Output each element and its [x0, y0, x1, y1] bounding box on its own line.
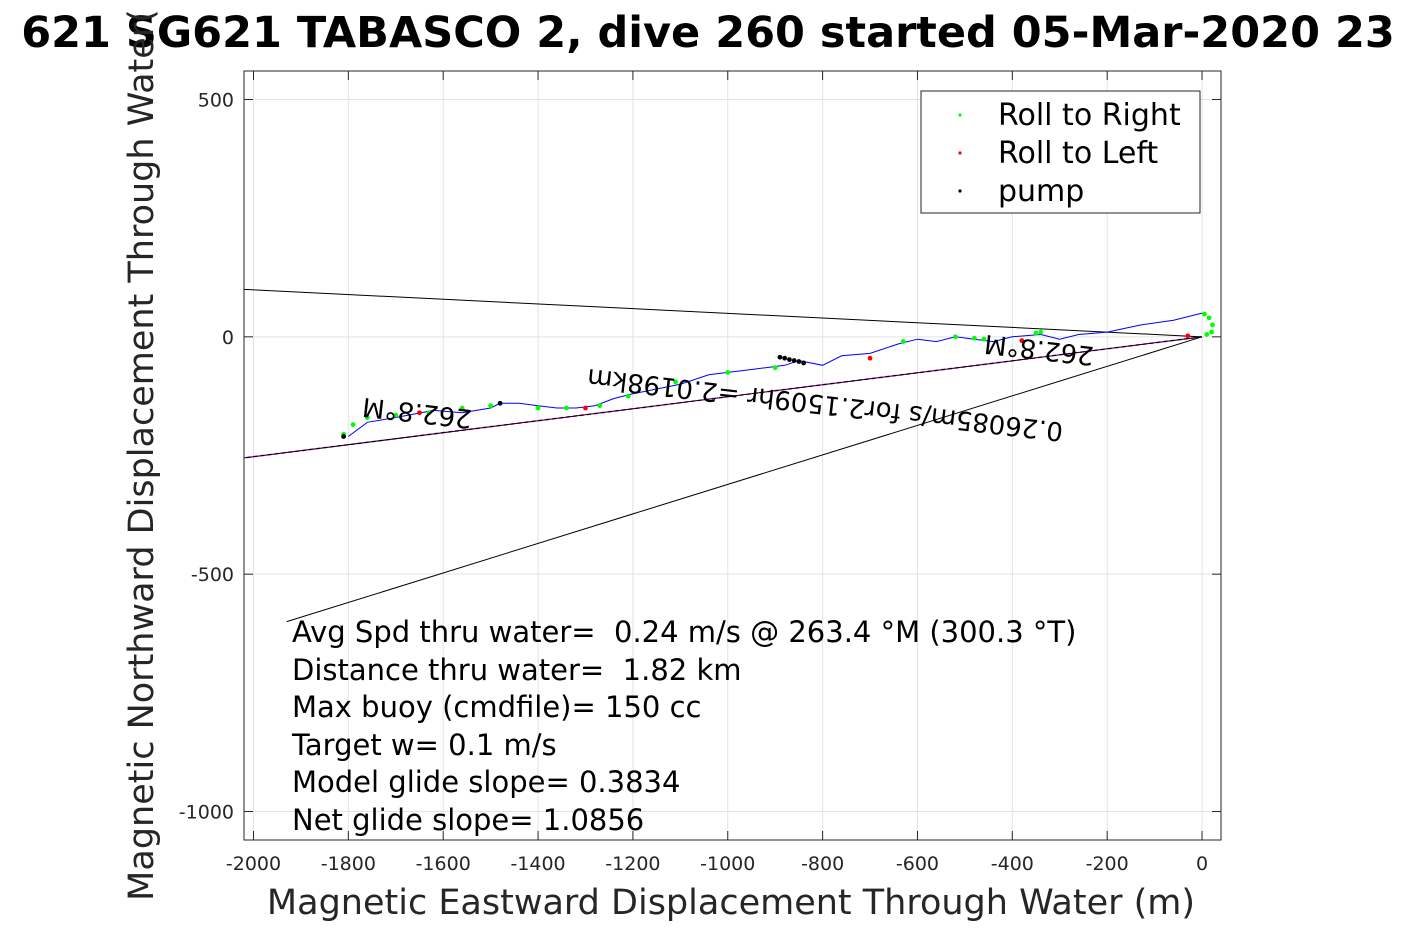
annotation-net-glide: Net glide slope= 1.0856 [292, 803, 644, 837]
point-pump [787, 357, 792, 363]
point-roll-to-right [597, 403, 603, 409]
chart-title: 621 SG621 TABASCO 2, dive 260 started 05… [21, 8, 1395, 58]
point-roll-to-right [564, 405, 569, 411]
point-roll-to-left [1019, 338, 1025, 344]
reference-lines [243, 288, 1203, 623]
x-tick-label: -2000 [226, 853, 281, 875]
x-tick-label: -800 [801, 853, 844, 875]
point-roll-to-left [583, 405, 588, 411]
point-pump [497, 400, 503, 406]
glider-track-line [348, 312, 1203, 437]
x-tick-label: -200 [1086, 853, 1129, 875]
point-roll-to-left [417, 410, 422, 416]
x-tick-label: -1200 [605, 853, 660, 875]
reference-line-lower-bound [286, 336, 1203, 623]
legend-label-roll-left: Roll to Left [998, 136, 1158, 171]
reference-line-upper-bound [243, 288, 1203, 338]
point-roll-to-right [1202, 311, 1207, 317]
point-roll-to-right [1206, 315, 1212, 321]
legend-marker-pump [958, 189, 962, 193]
point-pump [791, 358, 797, 363]
reference-line-current [243, 336, 1203, 459]
point-pump [801, 360, 807, 366]
x-tick-label: -1800 [321, 853, 376, 875]
point-roll-to-right [1209, 329, 1214, 335]
axis-ticks: -2000 -1800 -1600 -1400 -1200 -1000 -800 -600 -4… [179, 71, 1221, 875]
point-roll-to-right [673, 379, 678, 385]
point-roll-to-right [981, 336, 987, 342]
y-tick-label: 0 [222, 327, 234, 349]
x-tick-label: -600 [896, 853, 939, 875]
point-roll-to-right [953, 334, 958, 340]
point-roll-to-right [350, 422, 356, 428]
legend-label-roll-right: Roll to Right [998, 98, 1181, 133]
point-roll-to-right [971, 335, 977, 341]
point-roll-to-right [1033, 330, 1039, 336]
point-roll-to-right [625, 393, 631, 399]
x-tick-label: -1400 [510, 853, 565, 875]
point-roll-to-right [459, 405, 465, 411]
point-roll-to-right [772, 365, 778, 371]
point-roll-to-right [393, 412, 399, 418]
point-roll-to-right [364, 415, 370, 420]
x-tick-label: -400 [991, 853, 1034, 875]
point-roll-to-right [900, 339, 906, 344]
annotation-model-glide: Model glide slope= 0.3834 [292, 765, 680, 799]
point-roll-to-right [1204, 332, 1210, 337]
plot-frame [243, 70, 1222, 841]
annotation-max-buoy: Max buoy (cmdfile)= 150 cc [292, 690, 701, 724]
point-pump [782, 355, 788, 361]
annotation-avg-speed: Avg Spd thru water= 0.24 m/s @ 263.4 °M … [292, 615, 1076, 649]
point-pump [777, 354, 783, 360]
legend-marker-roll-left [958, 151, 962, 155]
point-markers [341, 311, 1215, 439]
grid [244, 71, 1221, 840]
point-roll-to-right [426, 410, 432, 416]
annotation-distance: Distance thru water= 1.82 km [292, 653, 742, 687]
stats-annotations: Avg Spd thru water= 0.24 m/s @ 263.4 °M … [291, 615, 1076, 837]
point-roll-to-left [867, 355, 873, 361]
point-roll-to-right [488, 403, 494, 409]
point-roll-to-right [1210, 322, 1215, 328]
point-pump [341, 434, 346, 439]
point-roll-to-right [725, 370, 731, 375]
legend-label-pump: pump [998, 174, 1084, 209]
legend-box [920, 90, 1201, 214]
y-axis-label: Magnetic Northward Displacement Through … [122, 9, 162, 901]
point-roll-to-left [1185, 333, 1191, 339]
x-tick-label: 0 [1196, 853, 1208, 875]
y-tick-label: -500 [191, 564, 234, 586]
legend: Roll to Right Roll to Left pump [920, 90, 1201, 214]
y-tick-label: 500 [198, 89, 234, 111]
legend-marker-roll-right [958, 113, 962, 117]
point-pump [796, 359, 802, 364]
annotation-target-w: Target w= 0.1 m/s [291, 728, 557, 762]
track-group [348, 312, 1203, 437]
x-axis-label: Magnetic Eastward Displacement Through W… [267, 883, 1195, 923]
point-roll-to-right [1038, 329, 1044, 335]
point-roll-to-right [535, 405, 541, 411]
x-tick-label: -1000 [700, 853, 755, 875]
y-tick-label: -1000 [179, 802, 234, 824]
x-tick-label: -1600 [416, 853, 471, 875]
